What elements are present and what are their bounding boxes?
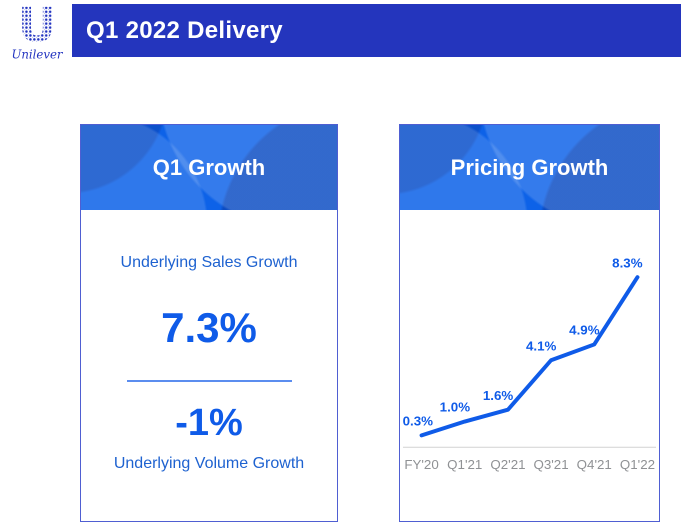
card-pricing-growth-body: 0.3% 1.0% 1.6% 4.1% 4.9% 8.3% FY'20 Q1'21 Q2'21 Q… bbox=[400, 210, 659, 521]
x-axis-label: FY'20 bbox=[404, 457, 438, 472]
sales-growth-value: 7.3% bbox=[161, 304, 257, 351]
unilever-logo: U Unilever bbox=[8, 0, 66, 64]
volume-growth-label: Underlying Volume Growth bbox=[113, 455, 305, 472]
x-axis-label: Q1'21 bbox=[447, 457, 482, 472]
chart-value-label: 8.3% bbox=[612, 255, 643, 270]
x-axis-label: Q2'21 bbox=[490, 457, 525, 472]
sales-growth-label: Underlying Sales Growth bbox=[120, 254, 298, 271]
kpi-divider bbox=[126, 380, 292, 382]
header-banner: Q1 2022 Delivery bbox=[72, 4, 681, 57]
card-q1-growth: Q1 Growth Underlying Sales Growth 7.3% -… bbox=[80, 124, 338, 522]
chart-value-label: 1.0% bbox=[440, 400, 471, 415]
chart-value-label: 0.3% bbox=[403, 413, 434, 428]
card-q1-growth-body: Underlying Sales Growth 7.3% -1% Underly… bbox=[81, 210, 337, 521]
x-axis-label: Q3'21 bbox=[533, 457, 568, 472]
chart-value-label: 4.9% bbox=[569, 323, 600, 338]
x-axis-label: Q1'22 bbox=[620, 457, 655, 472]
card-q1-growth-title: Q1 Growth bbox=[152, 154, 266, 180]
chart-value-label: 1.6% bbox=[483, 388, 514, 403]
page-title: Q1 2022 Delivery bbox=[86, 16, 283, 44]
logo-wordmark: Unilever bbox=[11, 47, 63, 61]
pricing-chart-svg: 0.3% 1.0% 1.6% 4.1% 4.9% 8.3% FY'20 Q1'21 Q2'21 Q… bbox=[403, 255, 657, 472]
card-pricing-growth-header: Pricing Growth bbox=[400, 125, 659, 210]
card-pricing-growth: Pricing Growth 0.3% 1.0% 1.6% 4.1% 4.9% 8.3% F… bbox=[399, 124, 660, 522]
logo-u-glyph: U bbox=[18, 2, 56, 53]
chart-value-label: 4.1% bbox=[526, 338, 557, 353]
unilever-u-icon: U Unilever bbox=[11, 0, 63, 61]
volume-growth-value: -1% bbox=[175, 402, 243, 444]
card-q1-growth-header: Q1 Growth bbox=[81, 125, 337, 210]
x-axis-label: Q4'21 bbox=[577, 457, 612, 472]
chart-line bbox=[419, 275, 640, 438]
card-pricing-growth-title: Pricing Growth bbox=[450, 154, 609, 180]
pricing-chart: 0.3% 1.0% 1.6% 4.1% 4.9% 8.3% FY'20 Q1'21 Q2'21 Q… bbox=[400, 210, 659, 521]
